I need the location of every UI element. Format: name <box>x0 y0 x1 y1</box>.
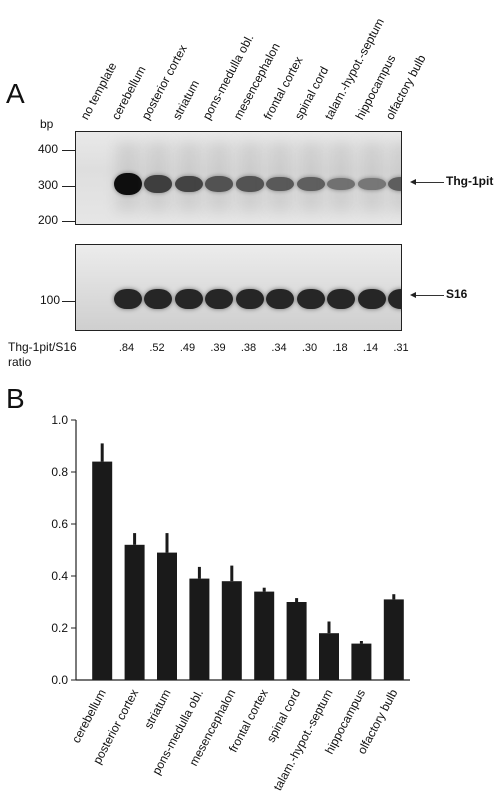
bar <box>124 544 145 680</box>
thg1pit-band <box>174 175 203 193</box>
bar <box>157 552 177 680</box>
thg1pit-band <box>266 176 294 192</box>
thg1pit-band <box>205 176 233 192</box>
thg1pit-band <box>144 175 172 193</box>
bar <box>254 591 275 680</box>
s16-band <box>388 289 401 309</box>
y-tick-label: 1.0 <box>51 413 68 427</box>
thg1pit-band <box>235 176 264 192</box>
marker-200-tick <box>62 221 75 222</box>
panel-b-letter: B <box>6 383 25 414</box>
ratio-value: .34 <box>271 342 287 354</box>
s16-band <box>113 289 142 309</box>
lane-smear <box>329 142 353 212</box>
marker-100-tick <box>62 301 75 302</box>
ratio-value: .31 <box>393 342 409 354</box>
y-tick-label: 0.8 <box>51 465 68 479</box>
ratio-value: .49 <box>179 342 196 354</box>
ratio-value: .39 <box>210 342 226 354</box>
s16-band <box>327 289 355 309</box>
thg1pit-arrow <box>410 179 444 185</box>
bar <box>189 578 210 680</box>
marker-400-tick <box>62 150 75 151</box>
thg1pit-label: Thg-1pit <box>446 174 494 188</box>
ratio-title-line2: ratio <box>8 355 32 369</box>
gel-s16 <box>75 244 402 331</box>
s16-band <box>357 289 386 309</box>
marker-400: 400 <box>38 142 59 156</box>
s16-band <box>266 289 294 309</box>
x-tick-label: talam.-hypot.-septum <box>270 687 335 793</box>
lane-label: striatum <box>169 77 202 122</box>
s16-band <box>174 289 203 309</box>
x-tick-label: spinal cord <box>264 687 304 745</box>
y-tick-label: 0.2 <box>51 621 68 635</box>
y-tick-label: 0.4 <box>51 569 68 583</box>
ratio-value: .30 <box>301 342 318 354</box>
bar <box>351 643 372 680</box>
s16-band <box>144 289 172 309</box>
bar <box>286 602 307 680</box>
y-tick-label: 0.6 <box>51 517 68 531</box>
ratio-value: .18 <box>332 342 348 354</box>
thg1pit-band <box>327 178 355 190</box>
s16-arrow <box>410 292 444 298</box>
bar <box>383 599 404 680</box>
x-tick-label: olfactory bulb <box>355 687 401 757</box>
bar <box>92 461 113 680</box>
marker-100: 100 <box>40 293 61 307</box>
bar <box>319 633 339 680</box>
panel-a-letter: A <box>6 78 25 109</box>
ratio-title: Thg-1pit/S16 <box>8 340 77 354</box>
lane-smear <box>298 142 323 212</box>
y-tick-label: 0.0 <box>51 673 68 687</box>
s16-band <box>235 289 264 309</box>
ratio-value: .84 <box>118 342 135 354</box>
bar <box>221 581 242 680</box>
thg1pit-band <box>113 172 142 196</box>
marker-300: 300 <box>38 178 59 192</box>
x-tick-label: frontal cortex <box>226 687 271 755</box>
ratio-value: .38 <box>240 342 257 354</box>
s16-band <box>296 289 325 309</box>
bp-label: bp <box>40 117 54 131</box>
lane-smear <box>359 142 384 212</box>
x-tick-label: hippocampus <box>322 687 368 757</box>
ratio-value: .52 <box>149 342 165 354</box>
thg1pit-band <box>388 177 401 191</box>
ratio-value: .14 <box>362 342 379 354</box>
gel-thg1pit <box>75 131 402 225</box>
marker-200: 200 <box>38 213 59 227</box>
x-tick-label: cerebellum <box>69 687 109 745</box>
thg1pit-band <box>296 177 325 191</box>
marker-300-tick <box>62 186 75 187</box>
x-tick-label: mesencephalon <box>186 687 238 768</box>
s16-label: S16 <box>446 287 468 301</box>
thg1pit-band <box>357 178 386 190</box>
x-tick-label: pons-medulla obl. <box>149 687 206 777</box>
x-tick-label: striatum <box>141 687 173 731</box>
lane-smear <box>390 142 401 212</box>
x-tick-label: posterior cortex <box>90 687 141 767</box>
s16-band <box>205 289 233 309</box>
